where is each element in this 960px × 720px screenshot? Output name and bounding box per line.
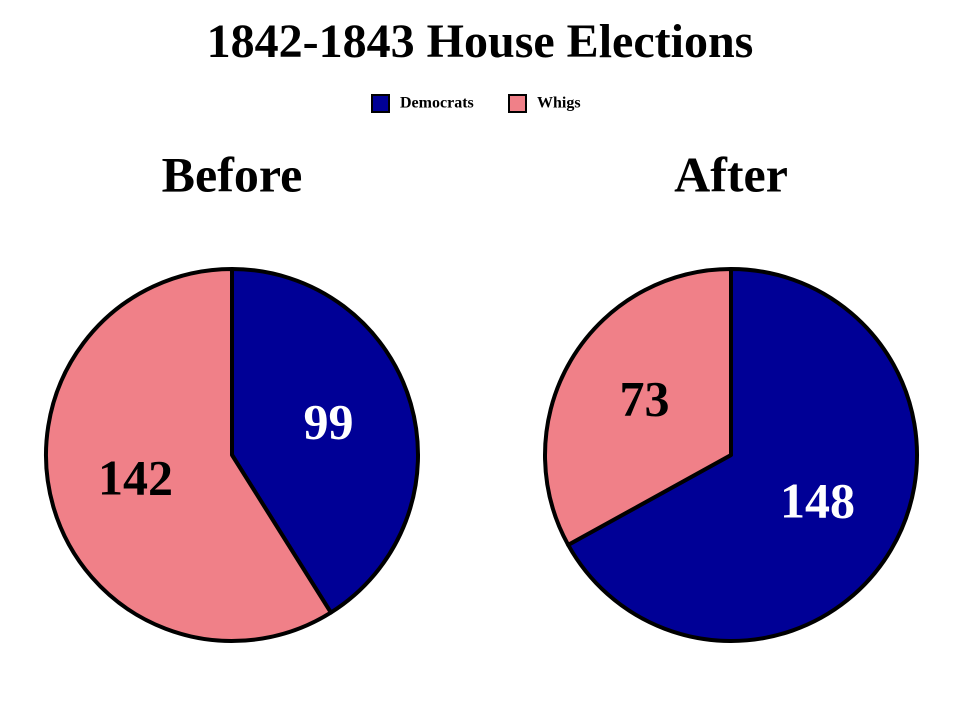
data-label: 73 <box>619 370 669 426</box>
data-label: 142 <box>98 449 173 505</box>
data-label: 99 <box>304 394 354 450</box>
legend-label: Whigs <box>537 95 581 112</box>
legend-label: Democrats <box>400 95 474 112</box>
pie-title: Before <box>162 146 303 202</box>
pie-title: After <box>674 146 788 202</box>
legend-swatch <box>508 94 527 113</box>
legend-swatch <box>371 94 390 113</box>
pie-slice <box>543 267 733 547</box>
data-label: 148 <box>780 473 855 529</box>
chart-title: 1842-1843 House Elections <box>207 15 754 68</box>
pie-slice <box>44 267 333 643</box>
pie-slice <box>566 267 919 643</box>
